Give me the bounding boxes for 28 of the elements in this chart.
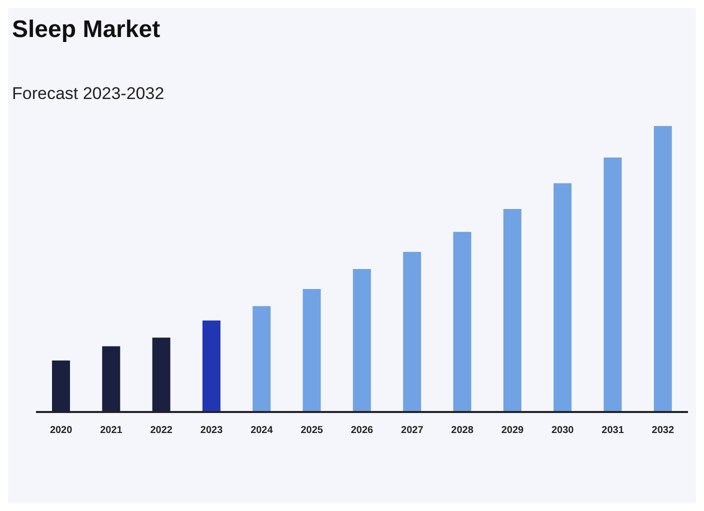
bar [102,346,120,412]
x-tick-label: 2029 [501,425,524,436]
bar [252,306,271,412]
x-tick-label: 2026 [350,425,374,436]
bar [52,360,70,412]
x-tick-label: 2031 [602,425,624,436]
chart-subtitle: Forecast 2023-2032 [12,84,164,104]
x-tick-label: 2025 [300,425,324,436]
bar [302,289,321,412]
x-tick-label: 2024 [250,425,274,436]
x-tick-label: 2030 [551,425,574,436]
x-tick-label: 2027 [401,425,424,436]
x-tick-label: 2021 [100,425,123,436]
bar [654,126,672,412]
chart-title: Sleep Market [12,16,160,44]
bar [503,208,522,412]
bar [352,269,371,412]
bar [453,232,472,412]
bar [554,183,572,412]
x-tick-label: 2022 [150,425,173,436]
x-tick-label: 2023 [200,425,224,436]
x-tick-label: 2020 [50,425,73,436]
bar [202,320,220,412]
bar [403,252,422,412]
bar [152,338,170,412]
bar [604,157,622,412]
x-tick-label: 2028 [451,425,474,436]
x-tick-label: 2032 [652,425,674,436]
